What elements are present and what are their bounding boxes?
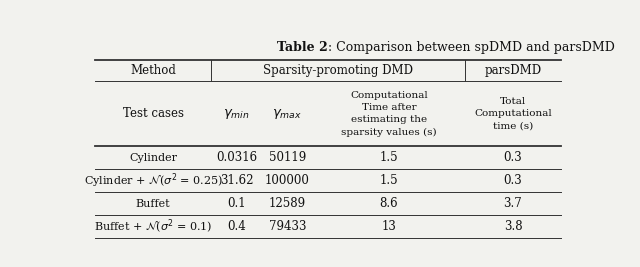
- Text: 0.3: 0.3: [504, 151, 522, 164]
- Text: Sparsity-promoting DMD: Sparsity-promoting DMD: [263, 64, 413, 77]
- Text: Total
Computational
time (s): Total Computational time (s): [474, 97, 552, 130]
- Text: parsDMD: parsDMD: [484, 64, 541, 77]
- Text: Computational
Time after
estimating the
sparsity values (s): Computational Time after estimating the …: [341, 91, 436, 137]
- Text: Method: Method: [130, 64, 176, 77]
- Text: 1.5: 1.5: [380, 174, 398, 187]
- Text: 50119: 50119: [269, 151, 306, 164]
- Text: $\gamma_{max}$: $\gamma_{max}$: [273, 107, 303, 121]
- Text: $\gamma_{min}$: $\gamma_{min}$: [223, 107, 250, 121]
- Text: 0.4: 0.4: [227, 220, 246, 233]
- Text: 13: 13: [381, 220, 396, 233]
- Text: 1.5: 1.5: [380, 151, 398, 164]
- Text: 12589: 12589: [269, 197, 306, 210]
- Text: 31.62: 31.62: [220, 174, 253, 187]
- Text: Buffet: Buffet: [136, 199, 170, 209]
- Text: 79433: 79433: [269, 220, 306, 233]
- Text: Buffet + $\mathcal{N}$($\sigma^2$ = 0.1): Buffet + $\mathcal{N}$($\sigma^2$ = 0.1): [94, 218, 212, 236]
- Text: Cylinder: Cylinder: [129, 153, 177, 163]
- Text: 0.3: 0.3: [504, 174, 522, 187]
- Text: 3.7: 3.7: [504, 197, 522, 210]
- Text: Table 2: Table 2: [277, 41, 328, 54]
- Text: 3.8: 3.8: [504, 220, 522, 233]
- Text: 0.0316: 0.0316: [216, 151, 257, 164]
- Text: 0.1: 0.1: [227, 197, 246, 210]
- Text: : Comparison between spDMD and parsDMD: : Comparison between spDMD and parsDMD: [328, 41, 615, 54]
- Text: 8.6: 8.6: [380, 197, 398, 210]
- Text: 100000: 100000: [265, 174, 310, 187]
- Text: Test cases: Test cases: [123, 107, 184, 120]
- Text: Cylinder + $\mathcal{N}$($\sigma^2$ = 0.25): Cylinder + $\mathcal{N}$($\sigma^2$ = 0.…: [84, 171, 223, 190]
